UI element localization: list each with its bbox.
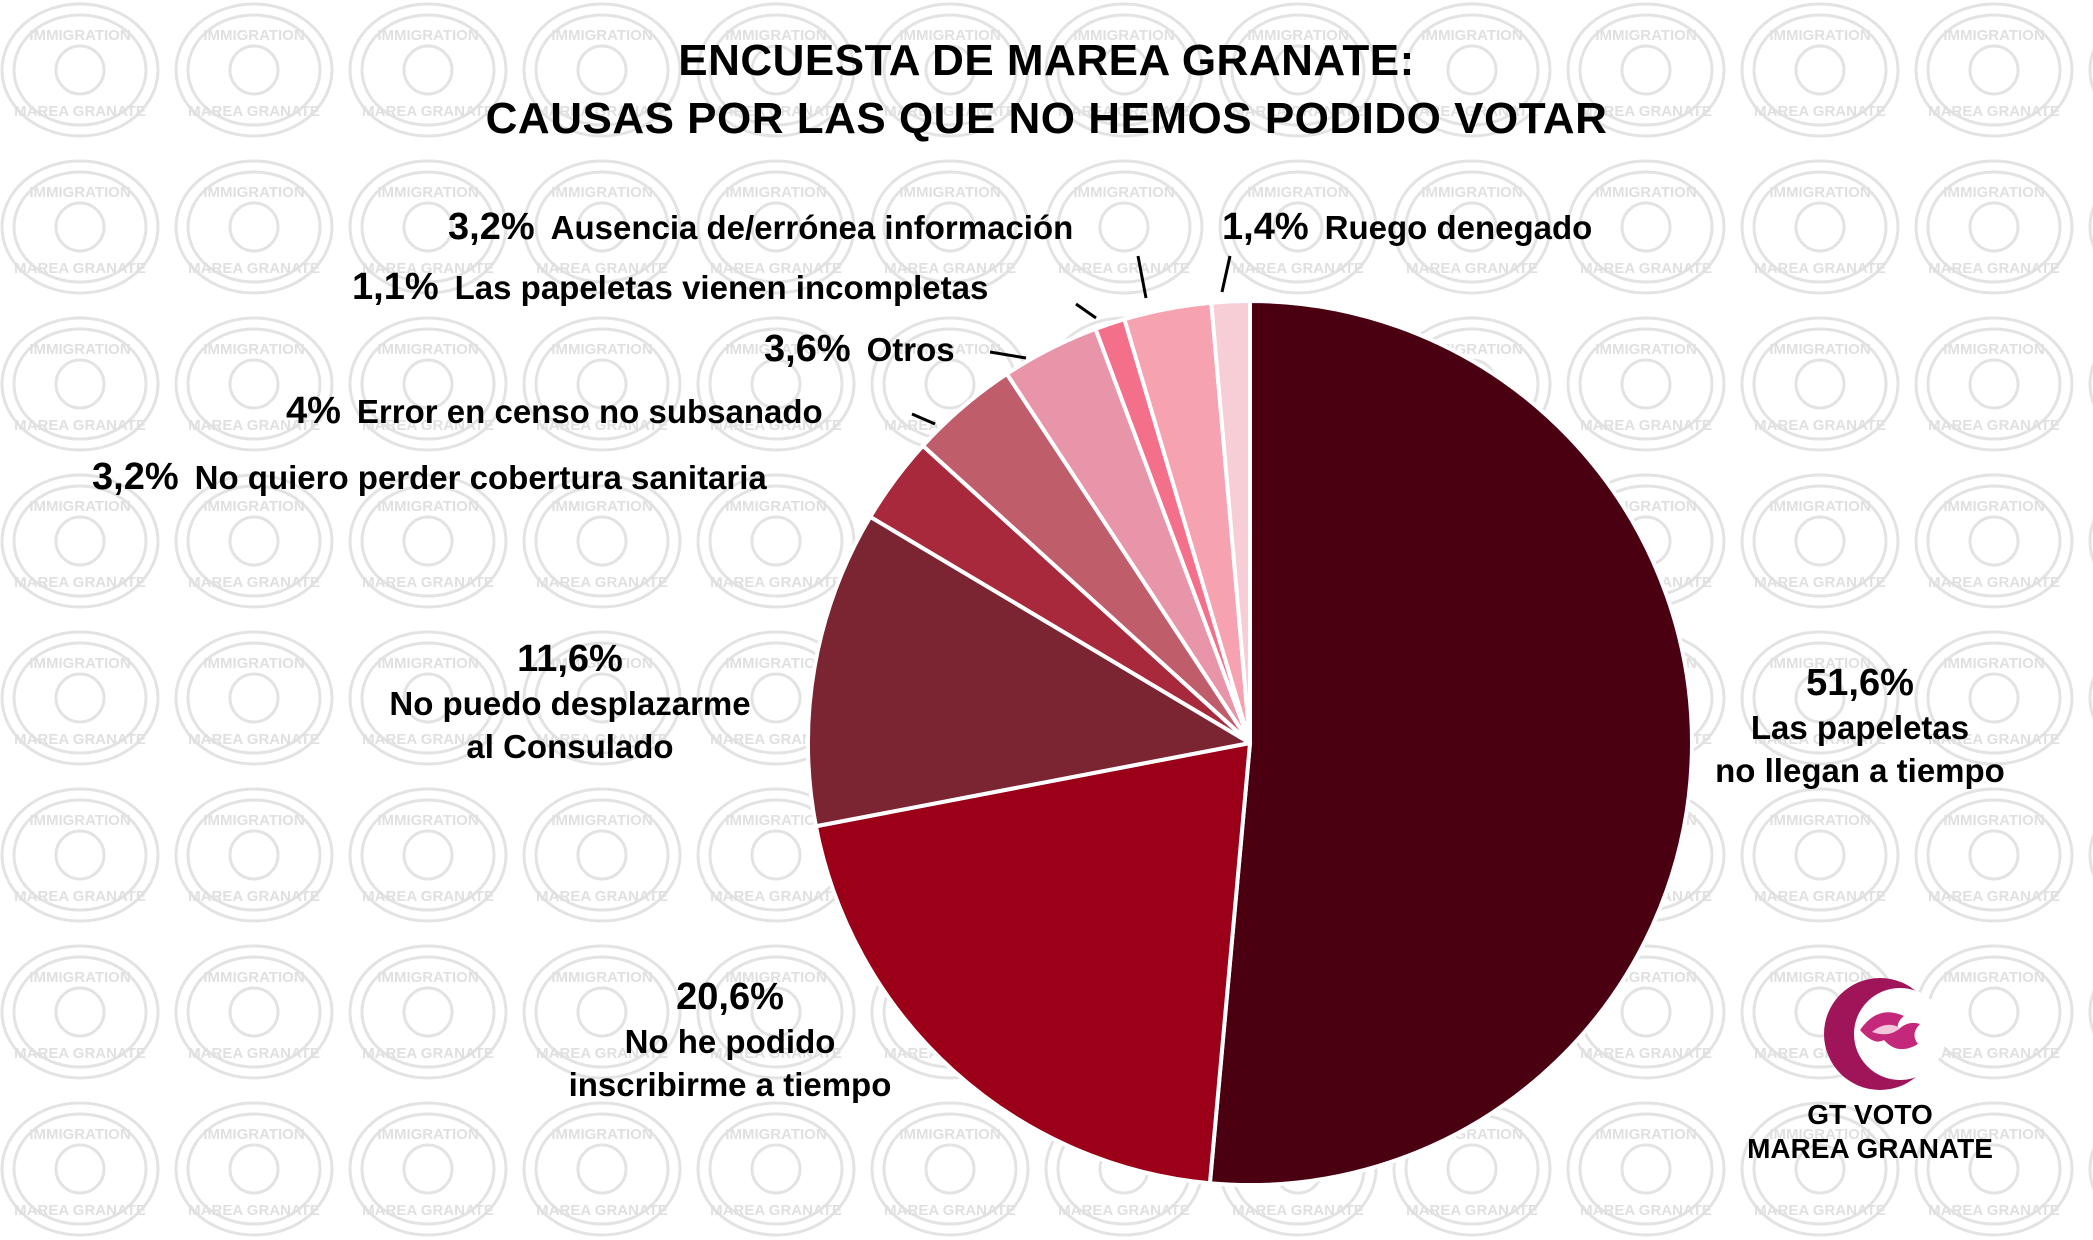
slice-label-cobertura-sanitaria: 3,2% No quiero perder cobertura sanitaria bbox=[92, 456, 767, 499]
leader-line-ruego bbox=[1222, 256, 1230, 292]
leader-line-error-censo bbox=[912, 414, 935, 424]
slice-label-line: No he podido bbox=[520, 1020, 940, 1063]
slice-label-line: No quiero perder cobertura sanitaria bbox=[195, 459, 767, 496]
slice-label-line: Error en censo no subsanado bbox=[357, 393, 823, 430]
slice-label-line: Ausencia de/errónea información bbox=[551, 209, 1074, 246]
slice-pct: 1,1% bbox=[352, 266, 439, 308]
slice-label-line: Las papeletas bbox=[1700, 706, 2020, 749]
leader-line-ausencia bbox=[1138, 256, 1146, 298]
slice-pct: 3,2% bbox=[92, 456, 179, 498]
slice-label-otros: 3,6% Otros bbox=[764, 328, 955, 371]
slice-label-line: no llegan a tiempo bbox=[1700, 749, 2020, 792]
slice-label-papeletas-no-llegan: 51,6% Las papeletas no llegan a tiempo bbox=[1700, 660, 2020, 792]
slice-label-incompletas: 1,1% Las papeletas vienen incompletas bbox=[352, 266, 988, 309]
leader-line-incompletas bbox=[1076, 304, 1096, 318]
slice-label-line: al Consulado bbox=[360, 725, 780, 768]
leader-line-otros bbox=[990, 352, 1026, 358]
slice-pct: 11,6% bbox=[360, 636, 780, 682]
slice-label-error-censo: 4% Error en censo no subsanado bbox=[286, 390, 823, 433]
slice-label-line: Ruego denegado bbox=[1325, 209, 1593, 246]
slice-label-no-desplazarme: 11,6% No puedo desplazarme al Consulado bbox=[360, 636, 780, 768]
slice-pct: 3,2% bbox=[448, 206, 535, 248]
slice-label-ruego-denegado: 1,4% Ruego denegado bbox=[1222, 206, 1592, 249]
slice-pct: 20,6% bbox=[520, 974, 940, 1020]
slice-label-ausencia-informacion: 3,2% Ausencia de/errónea información bbox=[448, 206, 1073, 249]
slice-label-line: Las papeletas vienen incompletas bbox=[455, 269, 989, 306]
logo-caption-line-2: MAREA GRANATE bbox=[1720, 1132, 2020, 1166]
slice-label-line: No puedo desplazarme bbox=[360, 682, 780, 725]
slice-pct: 3,6% bbox=[764, 328, 851, 370]
logo-caption-line-1: GT VOTO bbox=[1720, 1098, 2020, 1132]
slice-label-line: inscribirme a tiempo bbox=[520, 1063, 940, 1106]
slice-pct: 51,6% bbox=[1700, 660, 2020, 706]
slice-label-no-inscribirme: 20,6% No he podido inscribirme a tiempo bbox=[520, 974, 940, 1106]
logo-caption: GT VOTO MAREA GRANATE bbox=[1720, 1098, 2020, 1166]
slice-pct: 4% bbox=[286, 390, 341, 432]
slice-label-line: Otros bbox=[867, 331, 955, 368]
slice-pct: 1,4% bbox=[1222, 206, 1309, 248]
pie-slice-1 bbox=[1210, 301, 1692, 1185]
